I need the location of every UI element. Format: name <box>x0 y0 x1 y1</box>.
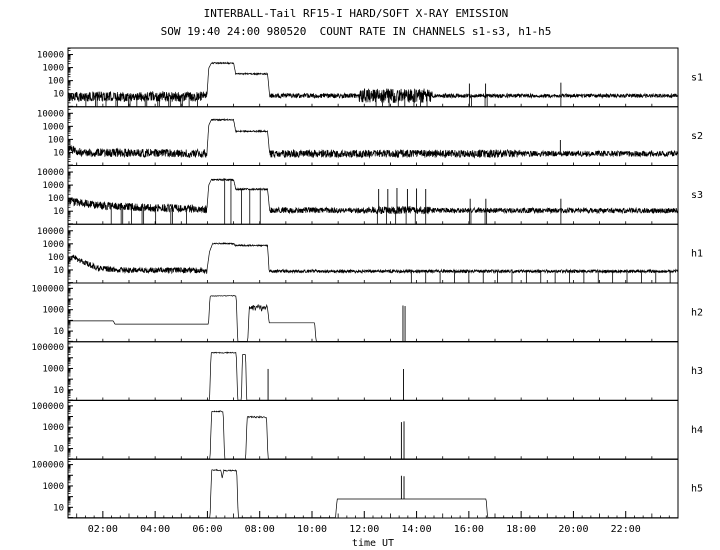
y-tick-label: 10 <box>53 266 64 276</box>
x-tick-label: 22:00 <box>611 524 641 535</box>
x-tick-label: 06:00 <box>192 524 222 535</box>
y-tick-label: 10000 <box>37 51 64 61</box>
y-tick-label: 100000 <box>31 284 64 294</box>
y-tick-label: 10 <box>53 445 64 455</box>
y-tick-label: 1000 <box>42 122 64 132</box>
series-s3 <box>67 177 679 215</box>
y-tick-label: 10000 <box>37 168 64 178</box>
x-axis-label: time UT <box>352 538 394 549</box>
series-h1 <box>67 241 679 275</box>
x-axis: 02:00 04:00 06:00 08:00 10:00 12:00 14:00 16:00… <box>76 511 670 535</box>
y-tick-label: 10 <box>53 207 64 217</box>
y-tick-label: 100000 <box>31 402 64 412</box>
y-tick-label: 1000 <box>42 240 64 250</box>
x-tick-label: 18:00 <box>506 524 536 535</box>
y-tick-label: 10 <box>53 148 64 158</box>
y-tick-label: 1000 <box>42 181 64 191</box>
y-tick-label: 100 <box>48 77 64 87</box>
y-tick-label: 100000 <box>31 343 64 353</box>
y-tick-label: 1000 <box>42 423 64 433</box>
panel-label-h5: h5 <box>691 484 703 495</box>
y-tick-label: 100 <box>48 135 64 145</box>
panel-label-h4: h4 <box>691 425 703 436</box>
y-tick-label: 10 <box>53 327 64 337</box>
panel-label-s3: s3 <box>691 190 703 201</box>
series-s2 <box>67 117 679 159</box>
y-tick-label: 1000 <box>42 482 64 492</box>
x-tick-label: 04:00 <box>140 524 170 535</box>
y-tick-label: 100 <box>48 253 64 263</box>
panel-s2: 10 100 1000 10000 s2 <box>37 106 703 166</box>
x-tick-label: 08:00 <box>245 524 275 535</box>
x-tick-label: 12:00 <box>349 524 379 535</box>
chart-subtitle: SOW 19:40 24:00 980520 COUNT RATE IN CHA… <box>161 25 552 38</box>
y-tick-label: 10 <box>53 503 64 513</box>
panel-label-h3: h3 <box>691 366 703 377</box>
series-s1 <box>67 61 679 103</box>
y-tick-label: 1000 <box>42 306 64 316</box>
plot-area: 10100100010000s110100100010000s210100100… <box>31 47 703 535</box>
x-tick-label: 20:00 <box>558 524 588 535</box>
y-tick-label: 1000 <box>42 364 64 374</box>
y-tick-label: 10 <box>53 90 64 100</box>
y-tick-label: 1000 <box>42 64 64 74</box>
y-tick-label: 10000 <box>37 227 64 237</box>
panel-label-h2: h2 <box>691 307 703 318</box>
chart-title: INTERBALL-Tail RF15-I HARD/SOFT X-RAY EM… <box>204 7 509 20</box>
y-tick-label: 10000 <box>37 109 64 119</box>
panel-label-h1: h1 <box>691 249 703 260</box>
panel-h5: 10 1000 100000 h5 <box>31 458 703 519</box>
panel-label-s1: s1 <box>691 72 703 83</box>
x-tick-label: 02:00 <box>88 524 118 535</box>
panel-label-s2: s2 <box>691 131 703 142</box>
x-tick-label: 16:00 <box>454 524 484 535</box>
y-tick-label: 100000 <box>31 461 64 471</box>
x-tick-label: 14:00 <box>402 524 432 535</box>
y-tick-label: 10 <box>53 386 64 396</box>
x-tick-label: 10:00 <box>297 524 327 535</box>
y-tick-label: 100 <box>48 194 64 204</box>
